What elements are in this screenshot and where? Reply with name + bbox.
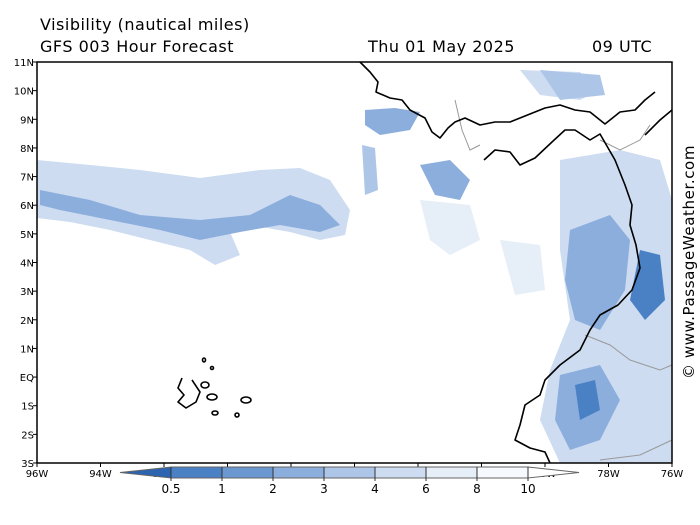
lat-label: 1S: [21, 402, 34, 413]
lat-label: 2N: [20, 316, 34, 327]
colorbar-segment: [374, 466, 427, 479]
colorbar-label: 8: [473, 482, 481, 496]
lat-label: 9N: [20, 115, 34, 126]
lat-label: 2S: [21, 430, 34, 441]
colorbar-label: 10: [520, 482, 535, 496]
lat-label: 4N: [20, 259, 34, 270]
lat-label: 11N: [14, 58, 34, 69]
lat-label: 5N: [20, 230, 34, 241]
title: Visibility (nautical miles): [40, 15, 250, 34]
lat-label: 10N: [14, 87, 34, 98]
lat-label: 7N: [20, 173, 34, 184]
colorbar-label: 2: [269, 482, 277, 496]
lat-label: 6N: [20, 201, 34, 212]
colorbar-segment: [119, 466, 172, 479]
lon-label: 94W: [89, 469, 112, 480]
lon-label: 76W: [661, 469, 684, 480]
colorbar: 0.5 1 2 3 4 6 8 10: [119, 466, 580, 496]
colorbar-label: 0.5: [161, 482, 180, 496]
colorbar-label: 6: [422, 482, 430, 496]
colorbar-segment: [476, 466, 529, 479]
lat-label: 3N: [20, 287, 34, 298]
time: 09 UTC: [592, 37, 652, 56]
date: Thu 01 May 2025: [367, 37, 515, 56]
lat-label: EQ: [20, 373, 34, 384]
lat-label: 3S: [21, 459, 34, 470]
colorbar-label: 3: [320, 482, 328, 496]
visibility-field: [37, 70, 672, 463]
watermark: © www.PassageWeather.com: [680, 145, 698, 379]
lat-label: 8N: [20, 144, 34, 155]
map: [36, 61, 673, 464]
colorbar-segment: [170, 466, 223, 479]
colorbar-segment: [221, 466, 274, 479]
colorbar-label: 1: [218, 482, 226, 496]
colorbar-segment: [323, 466, 376, 479]
lat-label: 1N: [20, 344, 34, 355]
model: GFS 003 Hour Forecast: [40, 37, 234, 56]
colorbar-label: 4: [371, 482, 379, 496]
lon-label: 78W: [597, 469, 620, 480]
colorbar-segment: [272, 466, 325, 479]
colorbar-segment: [425, 466, 478, 479]
lon-label: 96W: [26, 469, 49, 480]
